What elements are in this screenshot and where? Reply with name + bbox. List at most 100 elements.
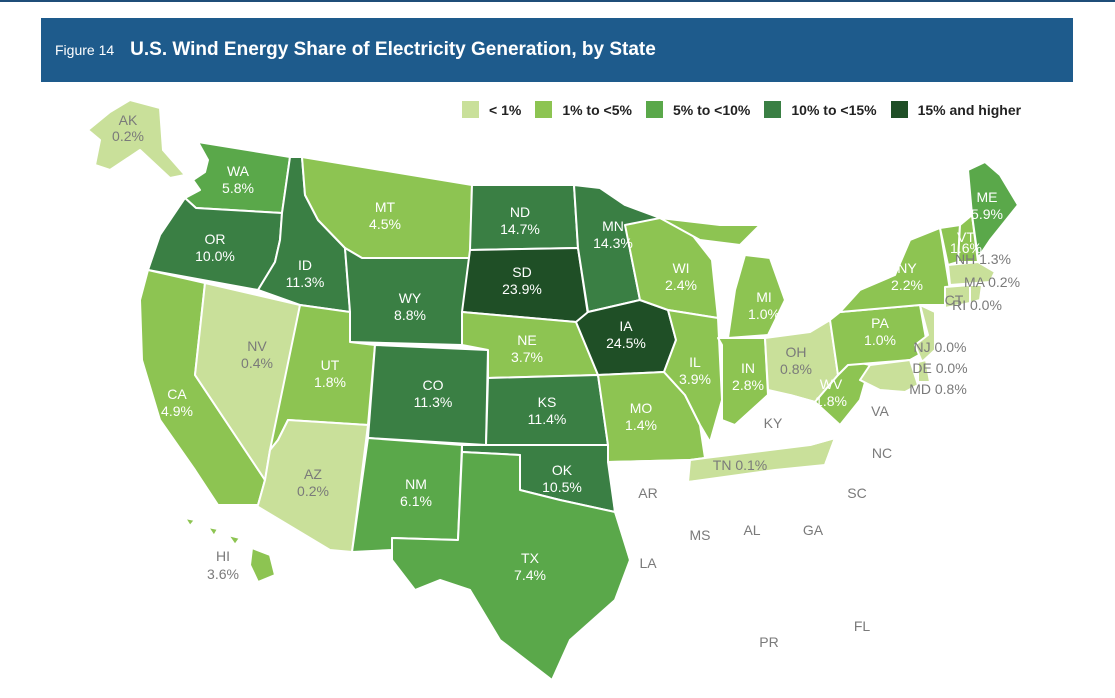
state-value-wa: 5.8% <box>222 180 254 196</box>
state-label-wa: WA <box>227 163 250 179</box>
state-HI <box>184 517 276 583</box>
state-value-mo: 1.4% <box>625 417 657 433</box>
state-label-pr: PR <box>759 634 778 650</box>
state-label-tx: TX <box>521 550 540 566</box>
state-label-ak: AK <box>119 112 138 128</box>
state-label-nm: NM <box>405 476 427 492</box>
state-label-ca: CA <box>167 386 187 402</box>
state-label-vt: VT <box>957 229 975 245</box>
legend-label: 1% to <5% <box>562 101 632 118</box>
state-label-pa: PA <box>871 315 889 331</box>
state-ME <box>967 161 1019 259</box>
state-value-me: 5.9% <box>971 206 1003 222</box>
state-value-sd: 23.9% <box>502 281 542 297</box>
state-label-ks: KS <box>538 394 557 410</box>
state-IL <box>663 309 723 443</box>
state-label-or: OR <box>205 231 226 247</box>
state-label-in: IN <box>741 360 755 376</box>
state-label-fl: FL <box>854 618 871 634</box>
state-label-ia: IA <box>619 318 633 334</box>
state-label-me: ME <box>977 189 998 205</box>
state-label-wi: WI <box>672 260 689 276</box>
figure-header: Figure 14 U.S. Wind Energy Share of Elec… <box>41 18 1073 82</box>
state-MD <box>859 359 919 393</box>
state-label-ga: GA <box>803 522 824 538</box>
state-label-ny: NY <box>897 260 917 276</box>
state-label-az: AZ <box>304 466 322 482</box>
legend-swatch <box>890 101 908 118</box>
state-value-nm: 6.1% <box>400 493 432 509</box>
state-KS <box>485 374 609 446</box>
state-label-wv: WV <box>820 376 843 392</box>
state-label-nh: NH 1.3% <box>955 251 1011 267</box>
state-label-sd: SD <box>512 264 531 280</box>
top-rule <box>0 0 1115 2</box>
legend-item: 10% to <15% <box>764 101 877 118</box>
state-value-az: 0.2% <box>297 483 329 499</box>
state-label-la: LA <box>639 555 657 571</box>
state-label-ne: NE <box>517 332 536 348</box>
state-shapes <box>87 99 1019 681</box>
state-value-vt: 1.6% <box>950 240 982 256</box>
state-TX <box>391 451 631 681</box>
state-label-nv: NV <box>247 338 267 354</box>
state-value-oh: 0.8% <box>780 361 812 377</box>
state-value-ne: 3.7% <box>511 349 543 365</box>
state-value-ak: 0.2% <box>112 128 144 144</box>
state-AL <box>724 471 786 576</box>
state-label-ri: RI 0.0% <box>952 297 1002 313</box>
state-value-co: 11.3% <box>414 394 453 410</box>
legend-swatch <box>462 101 479 118</box>
state-value-mi: 1.0% <box>748 306 780 322</box>
state-value-nv: 0.4% <box>241 355 273 371</box>
state-label-nj: NJ 0.0% <box>914 339 967 355</box>
state-label-id: ID <box>298 257 312 273</box>
legend-swatch <box>645 101 663 118</box>
state-NY <box>839 227 951 313</box>
state-label-mn: MN <box>602 218 624 234</box>
state-labels: WA5.8%OR10.0%CA4.9%ID11.3%NV0.4%MT4.5%WY… <box>112 112 1020 650</box>
legend-item: 5% to <10% <box>645 101 750 118</box>
state-label-ct: CT <box>945 292 964 308</box>
state-MI <box>659 217 786 339</box>
state-label-nd: ND <box>510 204 530 220</box>
state-label-ok: OK <box>552 462 573 478</box>
state-value-ia: 24.5% <box>606 335 646 351</box>
state-AK <box>87 99 186 179</box>
state-label-tn: TN 0.1% <box>713 457 767 473</box>
state-value-ca: 4.9% <box>161 403 193 419</box>
state-value-pa: 1.0% <box>864 332 896 348</box>
state-value-in: 2.8% <box>732 377 764 393</box>
figure-title: U.S. Wind Energy Share of Electricity Ge… <box>130 39 656 60</box>
state-label-wy: WY <box>399 290 422 306</box>
state-label-co: CO <box>423 377 444 393</box>
state-DE <box>917 359 931 383</box>
figure-label: Figure 14 <box>55 42 115 58</box>
legend-label: 10% to <15% <box>791 101 877 118</box>
state-value-or: 10.0% <box>195 248 235 264</box>
state-value-ks: 11.4% <box>528 411 567 427</box>
state-value-mn: 14.3% <box>593 235 633 251</box>
legend-item: < 1% <box>462 101 521 118</box>
state-value-wv: 1.8% <box>815 393 847 409</box>
state-label-va: VA <box>871 403 889 419</box>
state-label-ar: AR <box>638 485 657 501</box>
state-value-wy: 8.8% <box>394 307 426 323</box>
state-label-mi: MI <box>756 289 772 305</box>
state-label-md: MD 0.8% <box>909 381 967 397</box>
state-MA <box>947 261 996 286</box>
legend-swatch <box>535 101 553 118</box>
legend-swatch <box>764 101 782 118</box>
state-label-ma: MA 0.2% <box>964 274 1020 290</box>
state-label-de: DE 0.0% <box>912 360 967 376</box>
state-value-id: 11.3% <box>286 274 325 290</box>
state-FL <box>724 569 891 673</box>
state-value-hi: 3.6% <box>207 566 239 582</box>
state-label-mo: MO <box>630 400 653 416</box>
state-value-mt: 4.5% <box>369 216 401 232</box>
state-label-mt: MT <box>375 199 396 215</box>
state-value-tx: 7.4% <box>514 567 546 583</box>
state-label-al: AL <box>743 522 760 538</box>
state-value-ut: 1.8% <box>314 374 346 390</box>
